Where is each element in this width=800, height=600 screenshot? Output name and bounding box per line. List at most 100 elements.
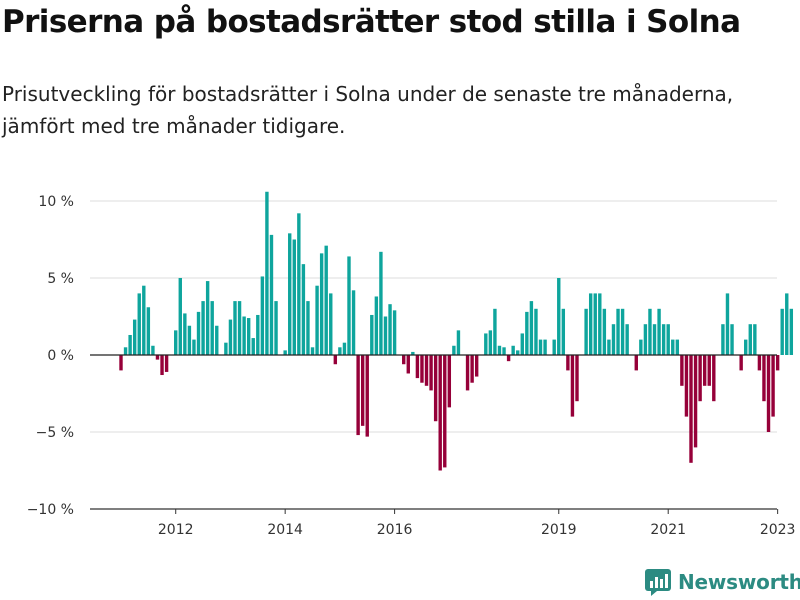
bar <box>411 351 415 355</box>
bar <box>484 333 488 355</box>
bar <box>557 278 561 355</box>
bar <box>616 308 620 355</box>
bar <box>324 245 328 355</box>
bar <box>288 233 292 355</box>
bar <box>383 316 388 355</box>
x-tick-label: 2019 <box>541 522 577 538</box>
bar <box>128 334 132 355</box>
bar <box>132 319 137 355</box>
bar <box>652 324 657 355</box>
bar <box>119 355 123 371</box>
bar <box>785 293 789 355</box>
bar <box>693 355 698 448</box>
bar <box>598 293 602 355</box>
bar <box>205 281 210 355</box>
bar <box>588 293 593 355</box>
bar <box>260 276 265 355</box>
bar <box>160 355 164 376</box>
bar <box>666 324 670 355</box>
bar <box>493 308 497 355</box>
bar <box>552 339 556 355</box>
bar <box>780 308 784 355</box>
bar <box>634 355 638 371</box>
bar <box>620 308 625 355</box>
bar <box>520 333 524 355</box>
bar <box>283 350 287 355</box>
bar <box>142 285 146 355</box>
bar <box>529 301 534 355</box>
bar <box>712 355 716 402</box>
x-tick-label: 2012 <box>158 522 194 538</box>
bar <box>684 355 689 417</box>
bar <box>753 324 757 355</box>
bar <box>543 339 547 355</box>
axes <box>90 354 779 514</box>
bar <box>771 355 775 417</box>
brand-name: Newsworthy <box>678 570 800 594</box>
bar <box>643 324 648 355</box>
bar <box>424 355 429 386</box>
chart-title: Priserna på bostadsrätter stod stilla i … <box>2 4 741 40</box>
bar <box>502 347 506 355</box>
bar <box>744 339 748 355</box>
bar <box>137 293 141 355</box>
bar <box>698 355 702 402</box>
bar <box>306 301 310 355</box>
bar <box>625 324 629 355</box>
bar <box>675 339 680 355</box>
bar <box>611 324 616 355</box>
bar <box>702 355 707 386</box>
bar <box>174 330 178 355</box>
bars <box>119 191 794 471</box>
bar <box>420 355 424 383</box>
bar <box>757 355 762 371</box>
bar <box>237 301 242 355</box>
bar <box>196 311 201 355</box>
x-tick-label: 2014 <box>267 522 303 538</box>
bar <box>648 308 652 355</box>
bar <box>465 355 470 391</box>
bar <box>374 296 379 355</box>
bar <box>256 314 260 355</box>
bar <box>301 264 306 355</box>
bar <box>201 301 205 355</box>
bar <box>789 308 794 355</box>
x-tick-label: 2023 <box>760 522 796 538</box>
bar <box>433 355 438 422</box>
x-tick-label: 2016 <box>377 522 413 538</box>
bar <box>155 355 160 360</box>
bar <box>748 324 752 355</box>
bar <box>315 285 319 355</box>
bar <box>292 239 296 355</box>
bar <box>187 325 192 355</box>
bar <box>657 308 661 355</box>
bar <box>415 355 420 379</box>
bar <box>516 350 520 355</box>
bar <box>593 293 597 355</box>
bar <box>661 324 666 355</box>
bar <box>151 345 155 355</box>
bar <box>584 308 588 355</box>
bar <box>269 234 274 355</box>
bar <box>470 355 474 383</box>
bar <box>762 355 766 402</box>
bar <box>164 355 169 372</box>
bar <box>538 339 543 355</box>
bar <box>146 307 151 355</box>
bar <box>730 324 734 355</box>
bar <box>265 191 269 355</box>
bar <box>447 355 452 408</box>
bar <box>602 308 607 355</box>
bar <box>575 355 579 402</box>
tick-labels: −10 % −5 % 0 % 5 % 10 % 2012 2014 2016 2019 2021 2… <box>27 194 796 538</box>
y-tick-label: −10 % <box>27 502 74 518</box>
bar <box>347 256 351 355</box>
bar <box>680 355 684 386</box>
bar <box>739 355 743 371</box>
bar <box>438 355 442 471</box>
bar <box>443 355 447 468</box>
bar <box>392 310 397 355</box>
newsworthy-logo-icon <box>645 569 671 596</box>
newsworthy-brand[interactable]: Newsworthy <box>644 568 800 596</box>
